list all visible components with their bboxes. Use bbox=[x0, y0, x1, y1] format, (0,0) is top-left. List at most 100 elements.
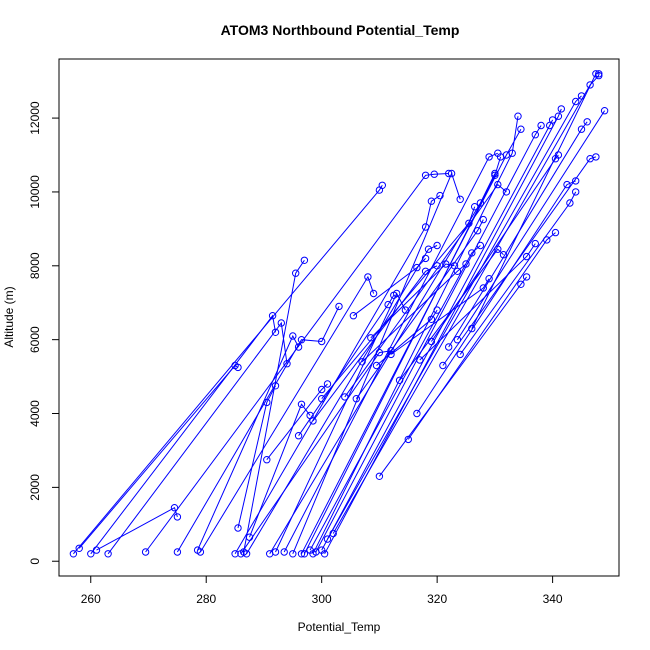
data-point bbox=[433, 241, 441, 250]
data-point bbox=[551, 228, 560, 237]
data-point bbox=[453, 267, 462, 275]
data-point bbox=[600, 107, 609, 115]
data-point bbox=[522, 252, 531, 261]
series bbox=[358, 260, 470, 366]
series-line bbox=[399, 248, 504, 381]
data-point bbox=[367, 334, 375, 342]
series-line bbox=[344, 183, 507, 398]
series-line bbox=[327, 95, 582, 540]
series-line bbox=[145, 173, 449, 553]
series-line bbox=[266, 383, 328, 461]
data-point bbox=[369, 289, 378, 298]
data-point bbox=[341, 393, 349, 401]
data-point bbox=[173, 513, 182, 521]
series-line bbox=[324, 108, 562, 555]
series bbox=[445, 118, 591, 351]
x-axis: 260 280 300 320 340 bbox=[81, 575, 563, 606]
data-point bbox=[234, 524, 242, 532]
data-point bbox=[245, 533, 254, 541]
data-point bbox=[289, 550, 297, 558]
data-point bbox=[531, 131, 539, 139]
series bbox=[245, 400, 314, 541]
data-point bbox=[294, 343, 303, 351]
data-point bbox=[413, 263, 421, 272]
data-point bbox=[263, 456, 271, 464]
data-point bbox=[384, 300, 392, 309]
data-point bbox=[531, 239, 539, 248]
data-point bbox=[318, 385, 326, 394]
data-point bbox=[292, 269, 300, 277]
series bbox=[352, 215, 487, 403]
data-point bbox=[300, 256, 309, 264]
data-point bbox=[427, 315, 436, 323]
data-point bbox=[517, 125, 525, 133]
data-point bbox=[554, 112, 563, 120]
data-point bbox=[473, 227, 482, 235]
data-point bbox=[442, 260, 450, 268]
series bbox=[404, 228, 560, 444]
data-point bbox=[104, 550, 112, 558]
series bbox=[263, 380, 332, 464]
series bbox=[349, 254, 430, 320]
series-line bbox=[353, 258, 426, 317]
series bbox=[453, 107, 609, 344]
data-point bbox=[364, 273, 372, 281]
series bbox=[196, 273, 378, 556]
series-line bbox=[407, 232, 556, 440]
series bbox=[367, 260, 459, 342]
series bbox=[92, 504, 182, 554]
data-point bbox=[485, 153, 493, 161]
series-line bbox=[234, 195, 441, 555]
data-point bbox=[557, 105, 565, 113]
data-point bbox=[424, 245, 433, 253]
series-line bbox=[471, 73, 599, 329]
series-line bbox=[249, 403, 311, 538]
x-tick-label: 260 bbox=[81, 592, 101, 606]
data-point bbox=[413, 409, 421, 418]
series bbox=[318, 116, 557, 554]
series-line bbox=[246, 245, 438, 555]
data-point bbox=[430, 170, 438, 178]
data-point bbox=[170, 504, 179, 512]
y-tick-label: 4000 bbox=[28, 400, 42, 427]
data-point bbox=[433, 306, 441, 314]
data-point bbox=[300, 550, 309, 558]
x-tick-label: 340 bbox=[543, 592, 563, 606]
series bbox=[312, 121, 545, 556]
data-point bbox=[436, 191, 444, 200]
data-point bbox=[445, 343, 453, 351]
data-point bbox=[514, 112, 522, 120]
x-tick-label: 320 bbox=[427, 592, 447, 606]
data-point bbox=[537, 121, 545, 130]
data-point bbox=[595, 70, 603, 78]
data-point bbox=[318, 395, 326, 403]
data-point bbox=[318, 337, 326, 346]
y-tick-label: 10000 bbox=[28, 175, 42, 209]
series-line bbox=[459, 191, 577, 355]
series bbox=[341, 180, 511, 401]
y-tick-label: 6000 bbox=[28, 326, 42, 353]
data-point bbox=[548, 116, 557, 124]
data-point bbox=[320, 550, 329, 558]
series-line bbox=[312, 265, 438, 422]
data-point bbox=[566, 199, 574, 207]
data-point bbox=[456, 195, 464, 204]
series bbox=[439, 153, 600, 370]
data-point bbox=[387, 350, 395, 359]
data-point bbox=[450, 262, 459, 270]
data-point bbox=[323, 380, 332, 388]
y-tick-label: 2000 bbox=[28, 474, 42, 501]
series bbox=[173, 302, 343, 556]
series bbox=[309, 112, 522, 558]
y-axis-label: Altitude (m) bbox=[2, 286, 16, 347]
data-point bbox=[375, 472, 384, 480]
data-point bbox=[468, 324, 476, 333]
series-line bbox=[321, 119, 554, 551]
series bbox=[456, 188, 580, 359]
series bbox=[104, 319, 291, 558]
series bbox=[372, 306, 441, 370]
data-point bbox=[234, 363, 242, 372]
series bbox=[329, 71, 603, 538]
series-line bbox=[442, 156, 597, 366]
